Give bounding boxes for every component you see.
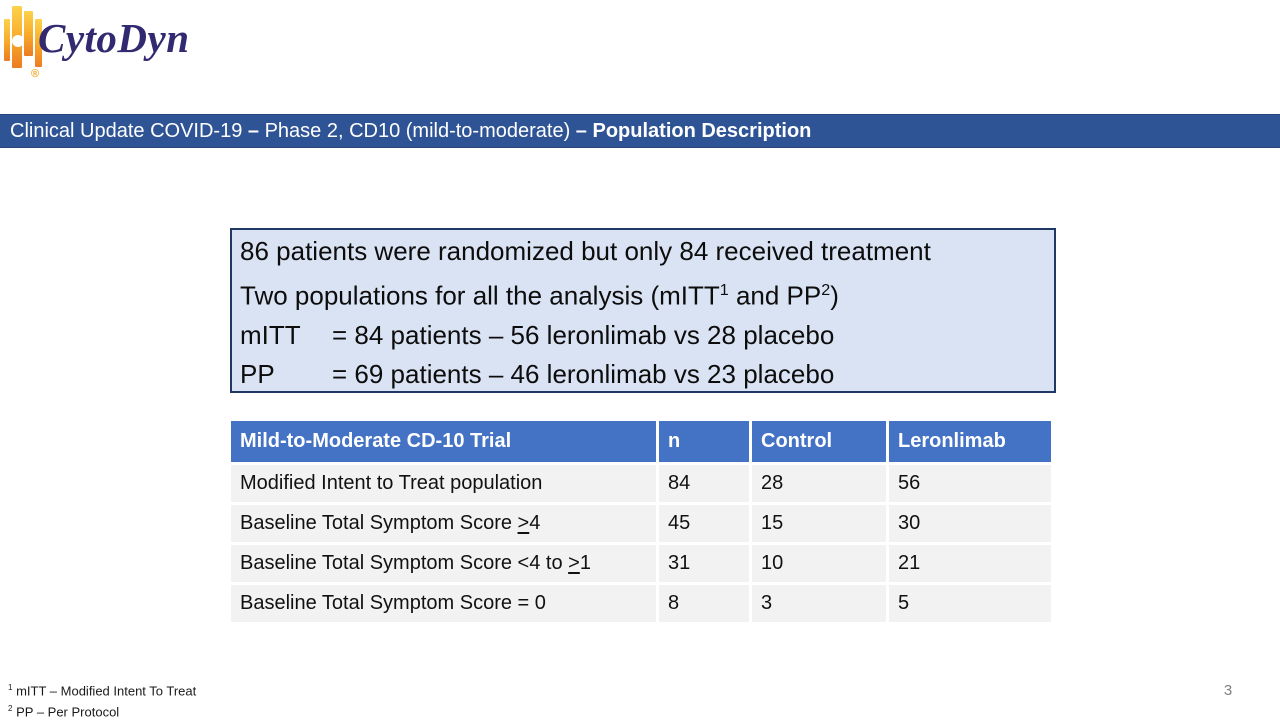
text-segment: and PP [728,280,822,311]
table-cell: 28 [752,465,886,502]
table-header-cell: Mild-to-Moderate CD-10 Trial [231,421,656,462]
text-segment: Baseline Total Symptom Score <4 to [240,552,569,574]
text-segment: Population Description [592,120,812,142]
text-segment: – [575,120,593,142]
text-segment: > [517,512,530,534]
table-row-label: Baseline Total Symptom Score <4 to >1 [231,545,656,582]
logo-wordmark: CytoDyn [38,15,190,61]
table-cell: 21 [889,545,1051,582]
table-row-label: Baseline Total Symptom Score >4 [231,505,656,542]
population-table: Mild-to-Moderate CD-10 Trial n Control Lero… [231,421,1051,622]
logo-bar [24,11,33,56]
text-segment: Two populations for all the analysis (mI… [240,280,720,311]
table-cell: 10 [752,545,886,582]
text-segment: 86 patients were randomized but only 84 … [240,236,931,266]
text-segment: 4 [529,512,541,534]
footnote-line: 2 PP – Per Protocol [8,700,196,720]
table-row-label: Modified Intent to Treat population [231,465,656,502]
page-number: 3 [1223,682,1233,699]
footnotes: 1 mITT – Modified Intent To Treat 2 PP – … [8,679,196,720]
text-segment: 1 [579,552,591,574]
text-segment: ) [830,280,839,311]
logo-bar [35,19,42,67]
text-segment: = 84 patients – 56 leronlimab vs 28 plac… [332,319,835,350]
info-box-line: mITT = 84 patients – 56 leronlimab vs 28 … [240,316,1046,355]
text-segment: 2 [821,281,831,299]
info-box-line: PP = 69 patients – 46 leronlimab vs 23 pl… [240,355,1046,394]
text-segment: – [247,120,265,142]
registered-trademark: ® [31,68,40,80]
title-bar: Clinical Update COVID-19 – Phase 2, CD10… [0,114,1280,148]
info-box-label: mITT [240,319,301,350]
text-segment: PP – Per Protocol [12,704,120,720]
table-header-cell: n [659,421,749,462]
text-segment: 1 [719,281,729,299]
table-cell: 3 [752,585,886,622]
text-segment: 1 [8,683,13,692]
text-segment: Modified Intent to Treat population [240,472,543,494]
info-box-line: Two populations for all the analysis (mI… [240,271,1046,316]
table-cell: 31 [659,545,749,582]
slide-title: Clinical Update COVID-19 – Phase 2, CD10… [0,115,1280,147]
logo-dot [12,35,24,47]
text-segment: Baseline Total Symptom Score = 0 [240,592,546,614]
table-row-label: Baseline Total Symptom Score = 0 [231,585,656,622]
table-cell: 45 [659,505,749,542]
summary-info-box: 86 patients were randomized but only 84 … [230,228,1056,393]
table-header-cell: Control [752,421,886,462]
table-cell: 5 [889,585,1051,622]
text-segment: > [568,552,580,574]
info-box-line: 86 patients were randomized but only 84 … [240,232,1046,271]
table-cell: 8 [659,585,749,622]
text-segment: = 69 patients – 46 leronlimab vs 23 plac… [332,358,835,389]
table-cell: 30 [889,505,1051,542]
text-segment: Clinical Update COVID-19 [10,120,248,142]
cytodyn-bars-icon: ® [4,6,50,86]
table-header-cell: Leronlimab [889,421,1051,462]
text-segment: 2 [8,704,13,714]
info-box-label: PP [240,358,275,389]
logo-bar [4,19,10,61]
table-cell: 15 [752,505,886,542]
text-segment: Phase 2, CD10 (mild-to-moderate) [264,120,576,142]
table-cell: 84 [659,465,749,502]
footnote-line: 1 mITT – Modified Intent To Treat [8,679,196,700]
text-segment: Baseline Total Symptom Score [240,512,518,534]
text-segment: mITT – Modified Intent To Treat [12,683,197,699]
table-cell: 56 [889,465,1051,502]
